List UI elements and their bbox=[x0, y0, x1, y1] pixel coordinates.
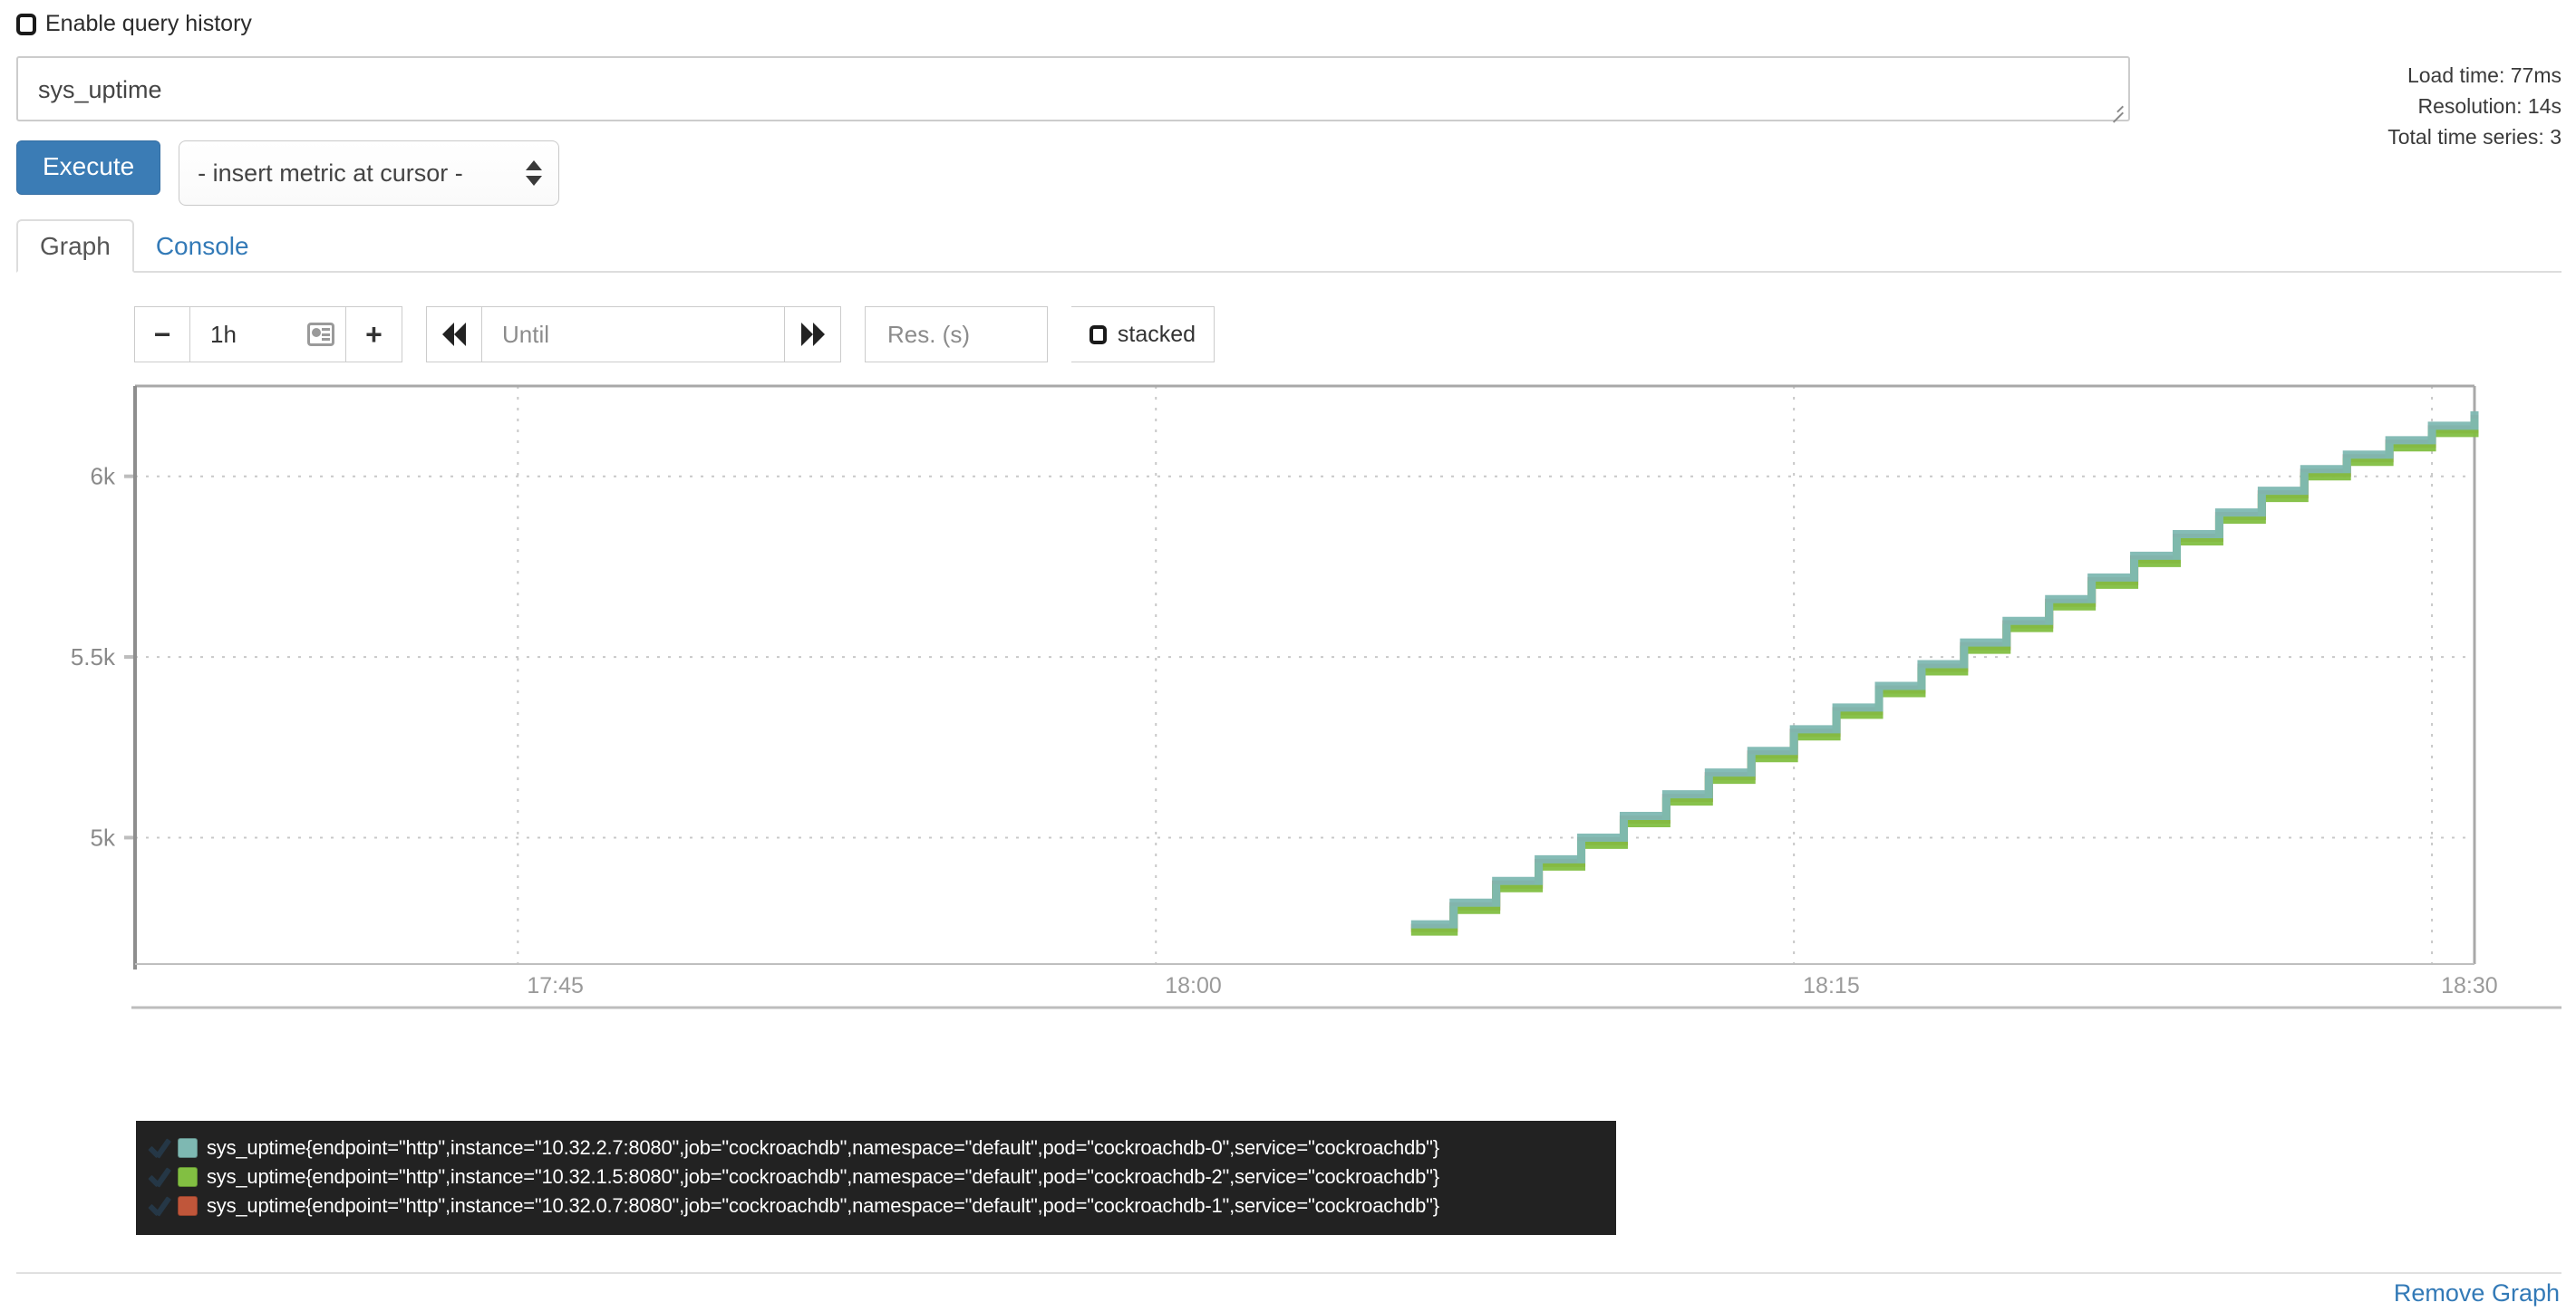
execute-button[interactable]: Execute bbox=[16, 140, 161, 195]
stacked-toggle[interactable]: stacked bbox=[1071, 306, 1215, 362]
step-forward-button[interactable] bbox=[785, 306, 841, 362]
footer-divider bbox=[16, 1272, 2561, 1274]
series-color-swatch bbox=[178, 1138, 198, 1158]
load-time-stat: Load time: 77ms bbox=[2407, 63, 2561, 87]
tab-graph[interactable]: Graph bbox=[16, 219, 134, 273]
stacked-checkbox[interactable] bbox=[1089, 324, 1107, 344]
legend-item[interactable]: sys_uptime{endpoint="http",instance="10.… bbox=[136, 1134, 1616, 1162]
stacked-label: stacked bbox=[1117, 321, 1196, 347]
graph-controls: − 1h + Until Res. (s) stacked bbox=[134, 306, 1215, 362]
series-color-swatch bbox=[178, 1167, 198, 1187]
legend-series-label: sys_uptime{endpoint="http",instance="10.… bbox=[207, 1165, 1439, 1188]
series-legend: sys_uptime{endpoint="http",instance="10.… bbox=[136, 1121, 1616, 1235]
insert-metric-select-value: - insert metric at cursor - bbox=[198, 159, 463, 187]
svg-text:5k: 5k bbox=[91, 824, 116, 851]
remove-graph-link[interactable]: Remove Graph bbox=[2393, 1279, 2560, 1307]
legend-item[interactable]: sys_uptime{endpoint="http",instance="10.… bbox=[136, 1191, 1616, 1220]
series-color-swatch bbox=[178, 1196, 198, 1216]
until-input[interactable]: Until bbox=[482, 306, 785, 362]
step-backward-button[interactable] bbox=[426, 306, 482, 362]
legend-item[interactable]: sys_uptime{endpoint="http",instance="10.… bbox=[136, 1162, 1616, 1191]
svg-text:5.5k: 5.5k bbox=[71, 643, 116, 670]
expression-input-wrapper bbox=[16, 56, 2130, 123]
chevron-updown-icon bbox=[526, 160, 543, 186]
check-icon[interactable] bbox=[145, 1194, 176, 1218]
execute-row: Execute - insert metric at cursor - bbox=[16, 140, 560, 206]
check-icon[interactable] bbox=[145, 1165, 176, 1189]
svg-text:6k: 6k bbox=[91, 463, 116, 490]
expression-input[interactable] bbox=[16, 56, 2130, 121]
legend-series-label: sys_uptime{endpoint="http",instance="10.… bbox=[207, 1136, 1439, 1159]
check-icon[interactable] bbox=[145, 1136, 176, 1160]
time-control-group: Until bbox=[426, 306, 841, 362]
resolution-stat: Resolution: 14s bbox=[2417, 94, 2561, 118]
svg-text:18:30: 18:30 bbox=[2441, 973, 2498, 998]
svg-text:18:15: 18:15 bbox=[1803, 973, 1860, 998]
range-control-group: − 1h + bbox=[134, 306, 402, 362]
range-input[interactable]: 1h bbox=[190, 306, 346, 362]
range-input-value: 1h bbox=[210, 320, 237, 348]
insert-metric-select[interactable]: - insert metric at cursor - bbox=[179, 140, 560, 206]
range-decrease-button[interactable]: − bbox=[134, 306, 190, 362]
graph-canvas[interactable]: 5k 5.5k 6k 17:45 18:00 18:15 18:30 bbox=[16, 371, 2561, 1096]
query-stats: Load time: 77ms Resolution: 14s Total ti… bbox=[2387, 60, 2561, 152]
tab-console[interactable]: Console bbox=[155, 232, 249, 260]
enable-query-history-label: Enable query history bbox=[45, 11, 252, 36]
legend-series-label: sys_uptime{endpoint="http",instance="10.… bbox=[207, 1194, 1439, 1217]
forward-icon bbox=[800, 323, 825, 346]
rewind-icon bbox=[442, 323, 466, 346]
resolution-input-placeholder: Res. (s) bbox=[887, 320, 970, 348]
until-input-placeholder: Until bbox=[502, 320, 550, 348]
svg-text:17:45: 17:45 bbox=[527, 973, 584, 998]
svg-text:18:00: 18:00 bbox=[1165, 973, 1222, 998]
view-tabs: Graph Console bbox=[16, 219, 2561, 273]
calendar-range-icon[interactable] bbox=[307, 323, 334, 346]
query-history-row[interactable]: Enable query history bbox=[16, 11, 252, 37]
time-series-chart: 5k 5.5k 6k 17:45 18:00 18:15 18:30 bbox=[71, 384, 2561, 1009]
range-increase-button[interactable]: + bbox=[346, 306, 402, 362]
enable-query-history-checkbox[interactable] bbox=[16, 13, 36, 35]
total-series-stat: Total time series: 3 bbox=[2387, 125, 2561, 149]
resolution-input[interactable]: Res. (s) bbox=[865, 306, 1048, 362]
